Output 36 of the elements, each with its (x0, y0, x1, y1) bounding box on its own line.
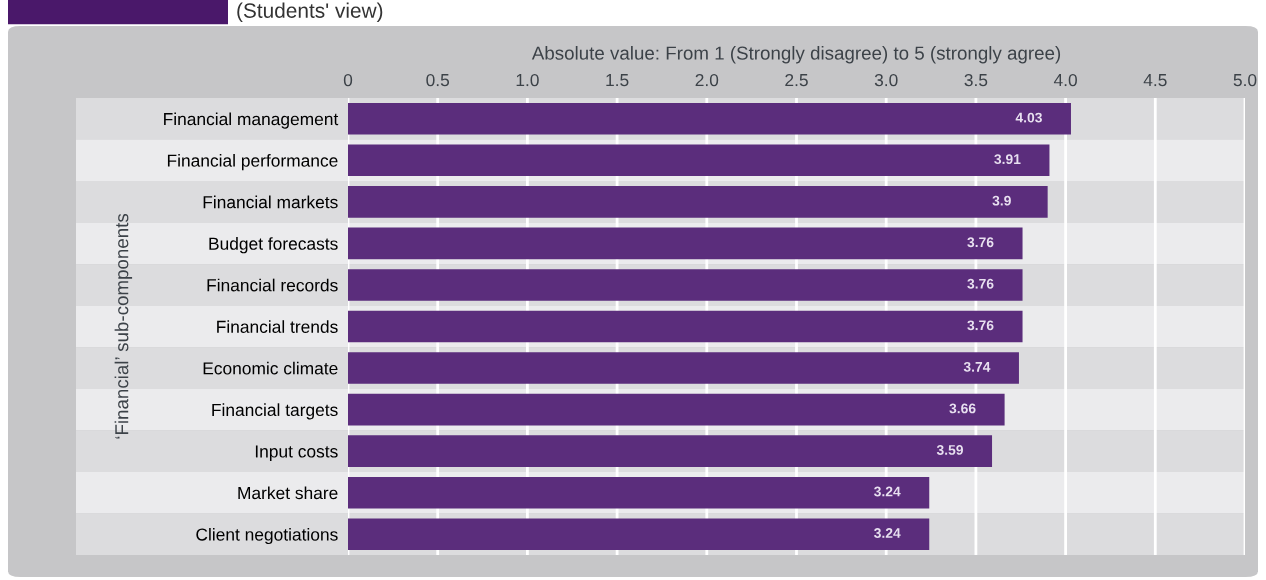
y-tick-label: Financial trends (217, 320, 338, 333)
x-axis-title: Absolute value: From 1 (Strongly disagree) to 5 (strongly agree) (531, 46, 1061, 64)
y-tick-label: Input costs (255, 445, 338, 462)
y-tick-label: Financial performance (167, 154, 338, 171)
y-tick-label: Budget forecasts (209, 237, 338, 254)
y-tick-label: Financial markets (203, 195, 338, 209)
x-tick-label: 4.5 (1143, 74, 1167, 87)
data-label: 3.24 (874, 486, 901, 497)
y-tick-label: Economic climate (203, 361, 338, 375)
data-label: 3.59 (936, 445, 964, 455)
data-label: 3.66 (949, 403, 976, 414)
data-label: 3.76 (967, 320, 994, 331)
y-tick-label: Financial management (164, 112, 339, 129)
x-tick-label: 2.0 (695, 73, 719, 87)
data-label: 3.24 (874, 528, 901, 538)
data-label: 3.74 (963, 361, 991, 372)
y-tick-label: Financial records (207, 278, 338, 292)
data-label: 3.76 (967, 278, 994, 289)
x-tick-label: 3.0 (874, 73, 898, 87)
y-axis-title: ‘Financial’ sub-components (114, 213, 133, 439)
x-tick-label: 5.0 (1233, 73, 1257, 87)
chart-title: (Students' view) (237, 2, 383, 23)
data-label: 3.91 (994, 154, 1021, 165)
y-tick-label: Client negotiations (196, 527, 338, 545)
data-label: 3.76 (967, 237, 994, 248)
x-tick-label: 2.5 (785, 73, 808, 87)
data-label: 4.03 (1015, 112, 1042, 123)
y-tick-label: Market share (238, 486, 338, 500)
x-tick-label: 3.5 (964, 73, 988, 87)
x-tick-label: 0.5 (426, 73, 450, 87)
x-tick-label: 1.5 (606, 74, 629, 87)
x-tick-label: 1.0 (516, 73, 539, 87)
x-tick-label: 0 (343, 73, 353, 87)
x-tick-label: 4.0 (1053, 73, 1077, 87)
y-tick-label: Financial targets (212, 403, 338, 420)
data-label: 3.9 (992, 195, 1011, 206)
